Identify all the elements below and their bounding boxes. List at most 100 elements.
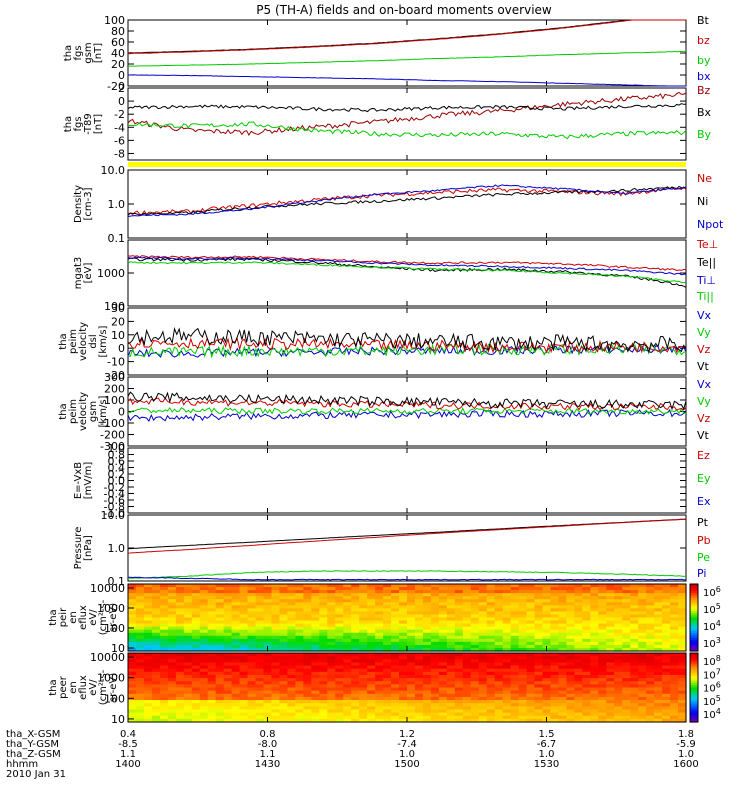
legend-Te⊥: Te⊥ <box>696 238 718 251</box>
heatmap-cell <box>311 626 320 631</box>
heatmap-cell <box>295 693 304 698</box>
heatmap-cell <box>183 703 193 707</box>
x-axis-value: -8.0 <box>258 739 278 750</box>
heatmap-cell <box>462 641 472 646</box>
heatmap-cell <box>391 593 400 597</box>
legend-Vx: Vx <box>697 378 712 391</box>
heatmap-cell <box>518 632 528 637</box>
heatmap-cell <box>143 629 153 634</box>
heatmap-cell <box>143 671 153 676</box>
heatmap-cell <box>566 614 575 619</box>
heatmap-cell <box>343 623 352 628</box>
heatmap-cell <box>391 587 400 591</box>
heatmap-cell <box>566 647 575 652</box>
heatmap-cell <box>199 587 209 591</box>
heatmap-cell <box>518 674 528 679</box>
heatmap-cell <box>287 668 296 673</box>
heatmap-cell <box>542 611 552 616</box>
heatmap-cell <box>638 635 647 640</box>
heatmap-cell <box>327 584 336 588</box>
heatmap-cell <box>279 644 289 649</box>
heatmap-cell <box>670 678 679 682</box>
heatmap-cell <box>391 638 400 643</box>
heatmap-cell <box>279 681 289 685</box>
heatmap-cell <box>159 623 169 628</box>
heatmap-cell <box>446 709 456 714</box>
heatmap-cell <box>327 674 336 679</box>
heatmap-cell <box>590 608 599 613</box>
heatmap-cell <box>670 632 679 637</box>
heatmap-cell <box>375 584 384 588</box>
heatmap-cell <box>526 656 536 660</box>
heatmap-cell <box>159 596 169 600</box>
heatmap-cell <box>135 614 145 619</box>
heatmap-cell <box>391 605 400 609</box>
heatmap-cell <box>430 712 440 717</box>
heatmap-cell <box>279 671 289 676</box>
heatmap-cell <box>175 644 185 649</box>
heatmap-cell <box>486 687 496 692</box>
heatmap-cell <box>128 608 137 613</box>
heatmap-cell <box>638 681 647 685</box>
heatmap-cell <box>159 656 169 660</box>
heatmap-cell <box>438 593 448 597</box>
heatmap-cell <box>207 703 217 707</box>
heatmap-cell <box>438 706 448 711</box>
heatmap-cell <box>319 715 328 720</box>
heatmap-cell <box>502 674 512 679</box>
heatmap-cell <box>407 584 416 588</box>
heatmap-cell <box>598 623 607 628</box>
heatmap-cell <box>446 596 456 600</box>
heatmap-cell <box>638 638 647 643</box>
heatmap-cell <box>414 608 424 613</box>
heatmap-cell <box>151 611 161 616</box>
heatmap-cell <box>446 659 456 664</box>
heatmap-cell <box>151 684 161 689</box>
heatmap-cell <box>622 587 631 591</box>
heatmap-cell <box>678 671 687 676</box>
heatmap-cell <box>670 671 679 676</box>
heatmap-cell <box>295 584 304 588</box>
heatmap-cell <box>590 614 599 619</box>
colorbar-step <box>690 685 698 689</box>
heatmap-cell <box>518 712 528 717</box>
heatmap-cell <box>159 700 169 704</box>
heatmap-cell <box>255 712 265 717</box>
heatmap-cell <box>446 635 456 640</box>
heatmap-cell <box>510 684 520 689</box>
heatmap-cell <box>566 656 575 660</box>
heatmap-cell <box>399 608 408 613</box>
heatmap-cell <box>550 700 560 704</box>
heatmap-cell <box>335 681 344 685</box>
heatmap-cell <box>630 620 639 625</box>
y-label-line: [eV] <box>83 263 94 284</box>
heatmap-cell <box>654 641 663 646</box>
heatmap-cell <box>287 706 296 711</box>
heatmap-cell <box>470 620 480 625</box>
heatmap-cell <box>494 693 504 698</box>
heatmap-cell <box>446 626 456 631</box>
heatmap-cell <box>231 718 241 723</box>
heatmap-cell <box>422 671 432 676</box>
heatmap-cell <box>247 674 257 679</box>
heatmap-cell <box>407 587 416 591</box>
heatmap-cell <box>383 626 392 631</box>
heatmap-cell <box>630 678 639 682</box>
heatmap-cell <box>678 690 687 695</box>
heatmap-cell <box>167 593 177 597</box>
heatmap-cell <box>566 696 575 701</box>
heatmap-cell <box>478 674 488 679</box>
heatmap-cell <box>582 684 591 689</box>
heatmap-cell <box>502 611 512 616</box>
heatmap-cell <box>239 696 249 701</box>
heatmap-cell <box>367 687 376 692</box>
heatmap-cell <box>638 602 647 606</box>
legend-Ti⊥: Ti⊥ <box>696 274 716 287</box>
heatmap-cell <box>351 674 360 679</box>
heatmap-cell <box>215 629 225 634</box>
heatmap-cell <box>614 584 623 588</box>
heatmap-cell <box>247 608 257 613</box>
heatmap-cell <box>518 709 528 714</box>
heatmap-cell <box>399 659 408 664</box>
heatmap-cell <box>239 684 249 689</box>
